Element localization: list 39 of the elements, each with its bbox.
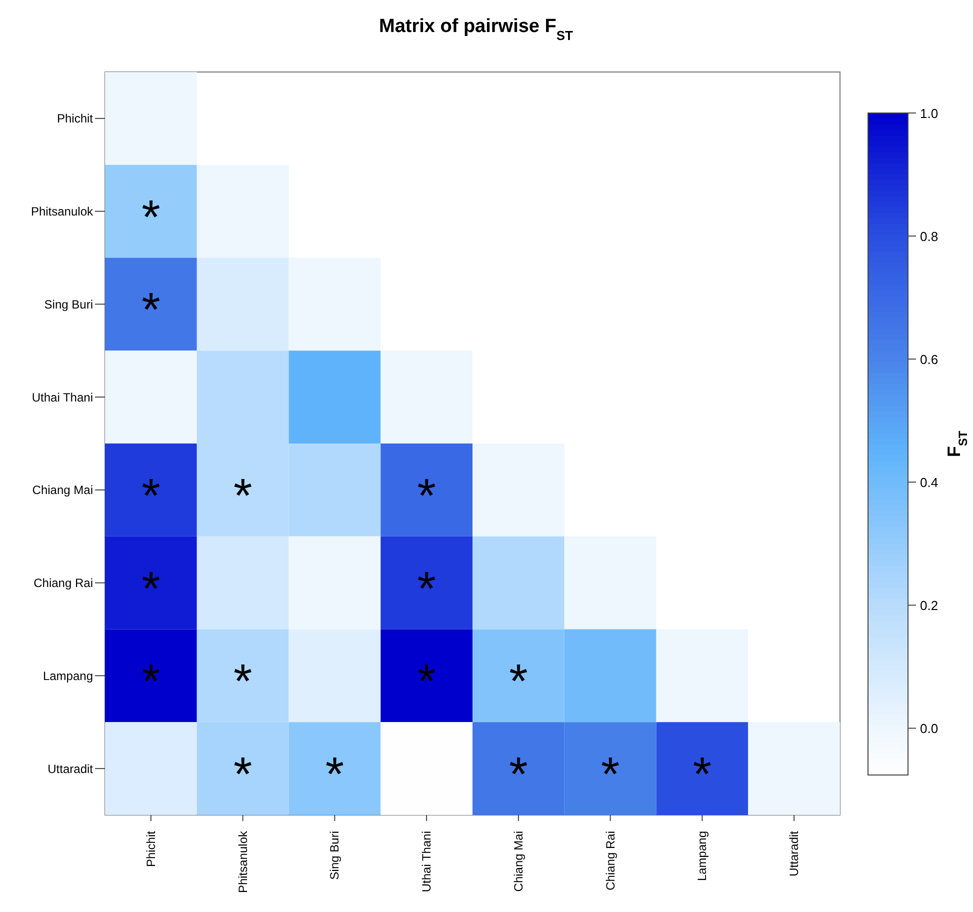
x-tick-label: Chiang Mai [511, 831, 526, 892]
color-bar-label: 0.0 [920, 721, 938, 736]
data-label: * [233, 748, 252, 802]
y-tick-label: Chiang Mai [32, 483, 93, 498]
data-label: * [142, 656, 160, 709]
data-label: * [233, 470, 252, 523]
data-label: * [509, 748, 528, 802]
x-tick-label: Uthai Thani [420, 831, 434, 892]
data-label: * [692, 748, 712, 802]
y-tick-label: Lampang [42, 668, 93, 683]
data-label: * [325, 748, 344, 802]
data-label: * [417, 656, 436, 709]
data-label: * [142, 470, 160, 523]
data-label: * [142, 284, 160, 338]
data-label: * [417, 562, 436, 616]
x-tick-label: Phitsanulok [236, 830, 250, 894]
color-bar-label: 1.0 [920, 106, 938, 121]
color-bar-label: 0.4 [920, 475, 938, 490]
color-bar-label: 0.6 [920, 352, 938, 368]
y-tick-label: Phichit [56, 112, 94, 126]
data-label: * [142, 562, 160, 616]
x-tick-label: Lampang [695, 831, 710, 882]
y-tick-label: Phitsanulok [30, 204, 94, 219]
x-tick-label: Sing Buri [328, 831, 342, 880]
y-tick-label: Chiang Rai [34, 576, 93, 590]
x-tick-label: Phichit [144, 830, 158, 868]
color-bar-label: 0.8 [920, 229, 938, 244]
data-label: * [233, 656, 252, 709]
y-tick-label: Sing Buri [44, 297, 93, 312]
data-label: * [600, 748, 620, 802]
color-bar-label: 0.2 [920, 598, 938, 614]
y-tick-label: Uttaradit [48, 762, 94, 776]
x-tick-label: Chiang Rai [603, 831, 618, 890]
data-label: * [142, 191, 160, 244]
chart-title: Matrix of pairwise F$_{ST}$ [379, 16, 574, 42]
data-label: * [509, 656, 528, 709]
data-label: * [417, 470, 436, 523]
y-tick-label: Uthai Thani [32, 390, 93, 404]
x-tick-label: Uttaradit [787, 830, 802, 876]
